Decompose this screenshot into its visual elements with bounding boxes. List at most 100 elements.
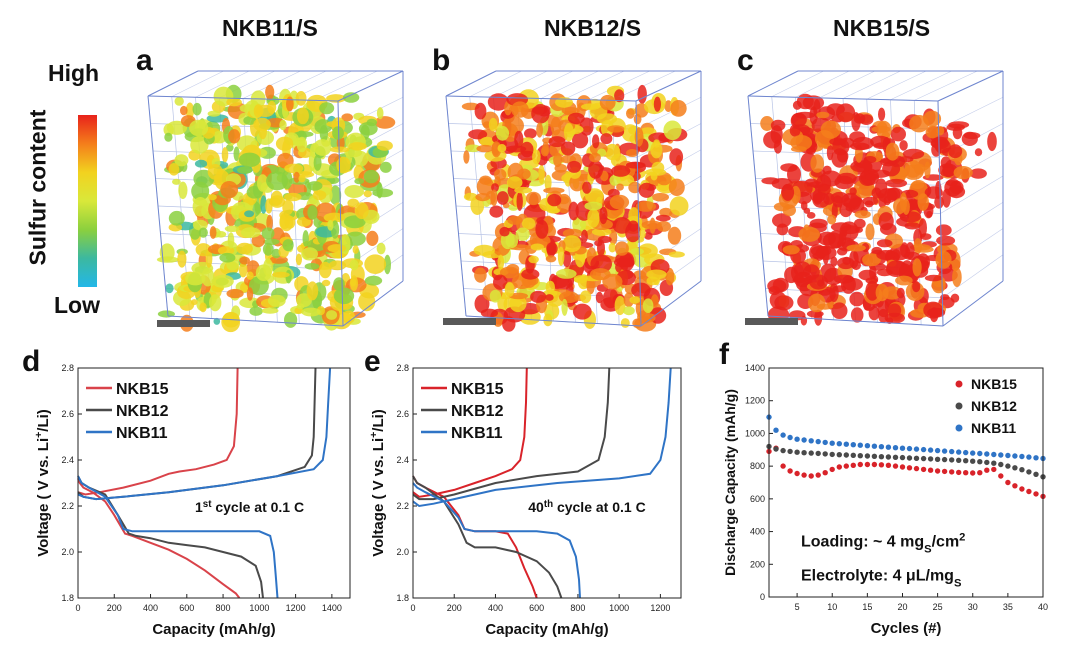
data-point [850,462,856,468]
cube-material [760,93,997,326]
cube-edge [445,95,637,102]
grid-line [940,201,1004,242]
x-tick-label: 200 [447,603,462,613]
material-blob [882,161,901,177]
legend-label: NKB12 [451,403,504,420]
data-point [808,473,814,479]
material-blob [579,117,594,136]
material-blob [876,239,893,248]
material-blob [562,235,582,253]
plot-frame [768,367,1044,598]
material-blob [774,295,794,311]
material-blob [635,201,657,212]
x-tick-label: 1000 [609,603,629,613]
material-blob [653,96,661,112]
material-blob [837,257,855,270]
material-blob [178,181,188,199]
data-point [1005,452,1011,459]
material-blob [220,181,239,199]
colorbar-axis-label: Sulfur content [24,109,51,266]
material-blob [561,107,580,115]
material-blob [327,219,334,231]
material-blob [806,310,824,318]
material-blob [304,263,320,270]
material-blob [987,131,997,152]
material-blob [286,96,294,112]
material-blob [164,132,173,142]
material-blob [238,262,248,278]
material-blob [376,107,384,120]
data-point [829,466,835,473]
material-blob [809,181,824,188]
material-blob [545,280,555,294]
material-blob [625,161,646,169]
data-point [899,464,906,470]
material-blob [180,105,188,116]
material-blob [211,131,228,144]
data-point [822,470,828,476]
material-blob [833,274,854,284]
y-axis-label: Discharge Capacity (mAh/g) [722,389,738,576]
material-blob [609,194,630,210]
material-blob [614,295,626,316]
material-blob [568,201,579,221]
legend-label: NKB15 [971,376,1017,392]
material-blob [342,310,356,324]
grid-line [588,70,650,101]
material-blob [760,116,774,131]
data-point [885,454,892,460]
material-blob [572,303,592,320]
cube-material [156,84,396,333]
material-blob [521,217,536,230]
data-point [1019,467,1025,473]
material-blob [547,193,562,207]
material-blob [532,106,548,115]
data-point [843,452,849,458]
material-blob [284,215,296,229]
material-blob [850,160,873,173]
material-blob [174,154,189,167]
material-blob [609,229,618,246]
material-blob [488,117,498,132]
scale-bar-b [443,318,496,325]
material-blob [831,302,848,319]
panel-letter-f: f [719,338,730,371]
material-blob [292,137,305,147]
material-blob [597,239,605,257]
material-blob [770,125,783,144]
material-blob [588,160,603,179]
material-blob [608,242,616,253]
material-blob [877,299,890,318]
material-blob [525,191,542,206]
data-point [878,454,885,460]
material-blob [891,249,901,261]
data-point [1005,463,1011,469]
colorbar-block: High Sulfur content Low [0,40,120,340]
material-blob [639,228,646,239]
material-blob [491,183,499,192]
y-tick-label: 200 [750,559,765,569]
series-nkb15 [766,445,1046,500]
material-blob [156,256,179,263]
material-blob [814,130,835,148]
data-point [787,434,793,441]
material-blob [543,187,565,194]
material-blob [885,142,900,161]
material-blob [876,250,896,260]
data-point [963,458,969,464]
data-point [836,441,842,447]
material-blob [917,193,929,211]
material-blob [490,189,498,207]
material-blob [619,252,635,272]
data-point [1026,469,1032,475]
material-blob [224,225,240,232]
material-blob [665,267,675,286]
data-point [977,470,983,476]
x-tick-label: 600 [179,603,194,613]
material-blob [244,210,255,218]
material-blob [668,251,685,258]
material-blob [780,163,798,172]
material-blob [638,182,655,198]
cycle-annotation: 40th cycle at 0.1 C [528,499,645,516]
data-point [927,447,934,453]
